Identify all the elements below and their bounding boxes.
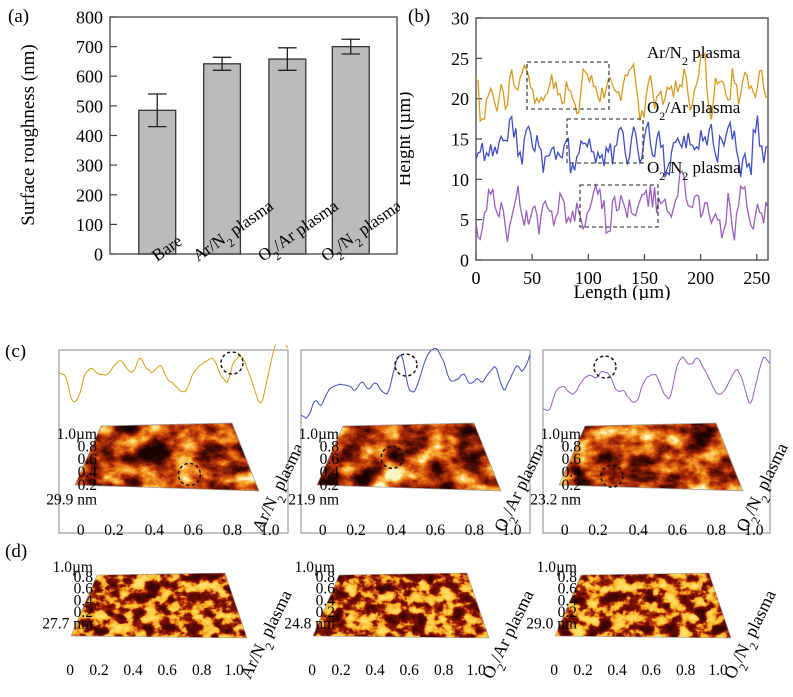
svg-text:0: 0 (66, 662, 74, 679)
svg-text:(c): (c) (5, 345, 26, 362)
svg-text:400: 400 (76, 126, 103, 146)
svg-text:250: 250 (743, 268, 770, 288)
svg-text:O2/Ar plasma: O2/Ar plasma (647, 98, 741, 123)
svg-text:0.8: 0.8 (465, 522, 485, 535)
svg-text:0.2: 0.2 (331, 662, 350, 679)
svg-text:(a): (a) (8, 6, 29, 27)
svg-text:23.2 nm: 23.2 nm (530, 492, 581, 509)
svg-text:0.8: 0.8 (434, 662, 454, 679)
svg-text:25: 25 (451, 49, 469, 69)
svg-text:0: 0 (319, 522, 327, 535)
svg-text:0.8: 0.8 (192, 662, 212, 679)
svg-text:0: 0 (460, 251, 469, 271)
svg-text:O2/N2 plasma: O2/N2 plasma (647, 158, 741, 183)
svg-text:20: 20 (451, 89, 469, 109)
svg-text:0.6: 0.6 (158, 662, 178, 679)
svg-text:600: 600 (76, 67, 103, 87)
svg-text:Ar/N2 plasma: Ar/N2 plasma (647, 43, 741, 68)
svg-text:100: 100 (76, 215, 103, 235)
svg-text:0.4: 0.4 (145, 522, 165, 535)
svg-text:0: 0 (308, 662, 316, 679)
svg-text:800: 800 (76, 8, 103, 28)
svg-text:0.4: 0.4 (123, 662, 143, 679)
svg-text:300: 300 (76, 156, 103, 176)
svg-text:0.4: 0.4 (387, 522, 407, 535)
svg-text:0.2: 0.2 (104, 522, 123, 535)
svg-text:24.8 nm: 24.8 nm (284, 616, 335, 633)
svg-text:5: 5 (460, 210, 469, 230)
svg-text:Length (µm): Length (µm) (574, 282, 671, 300)
svg-text:Surface roughness (nm): Surface roughness (nm) (18, 44, 39, 226)
svg-text:700: 700 (76, 37, 103, 57)
svg-text:0.6: 0.6 (426, 522, 446, 535)
svg-text:0.2: 0.2 (89, 662, 108, 679)
svg-text:10: 10 (451, 170, 469, 190)
svg-text:0.6: 0.6 (668, 522, 688, 535)
svg-text:27.7 nm: 27.7 nm (42, 616, 93, 633)
svg-text:0.4: 0.4 (607, 662, 627, 679)
svg-text:0.8: 0.8 (676, 662, 696, 679)
svg-text:29.0 nm: 29.0 nm (526, 616, 577, 633)
svg-text:200: 200 (76, 185, 103, 205)
svg-text:0.2: 0.2 (588, 522, 607, 535)
svg-text:0: 0 (561, 522, 569, 535)
svg-text:(b): (b) (408, 6, 430, 27)
svg-text:0.8: 0.8 (223, 522, 243, 535)
svg-text:0: 0 (550, 662, 558, 679)
svg-text:(d): (d) (5, 541, 27, 562)
svg-text:50: 50 (523, 268, 541, 288)
svg-text:21.9 nm: 21.9 nm (288, 492, 339, 509)
svg-text:0.4: 0.4 (629, 522, 649, 535)
svg-text:0.2: 0.2 (573, 662, 592, 679)
svg-text:500: 500 (76, 96, 103, 116)
svg-text:0.6: 0.6 (184, 522, 204, 535)
svg-text:200: 200 (687, 268, 714, 288)
svg-text:0.8: 0.8 (707, 522, 727, 535)
svg-text:0.4: 0.4 (365, 662, 385, 679)
svg-text:0: 0 (77, 522, 85, 535)
svg-text:0.6: 0.6 (642, 662, 662, 679)
svg-text:0: 0 (94, 245, 103, 265)
svg-text:29.9 nm: 29.9 nm (46, 492, 97, 509)
svg-text:30: 30 (451, 9, 469, 29)
svg-text:0: 0 (472, 268, 481, 288)
svg-text:15: 15 (451, 130, 469, 150)
svg-text:Height (µm): Height (µm) (400, 92, 415, 187)
svg-text:0.6: 0.6 (400, 662, 420, 679)
svg-text:0.2: 0.2 (346, 522, 365, 535)
